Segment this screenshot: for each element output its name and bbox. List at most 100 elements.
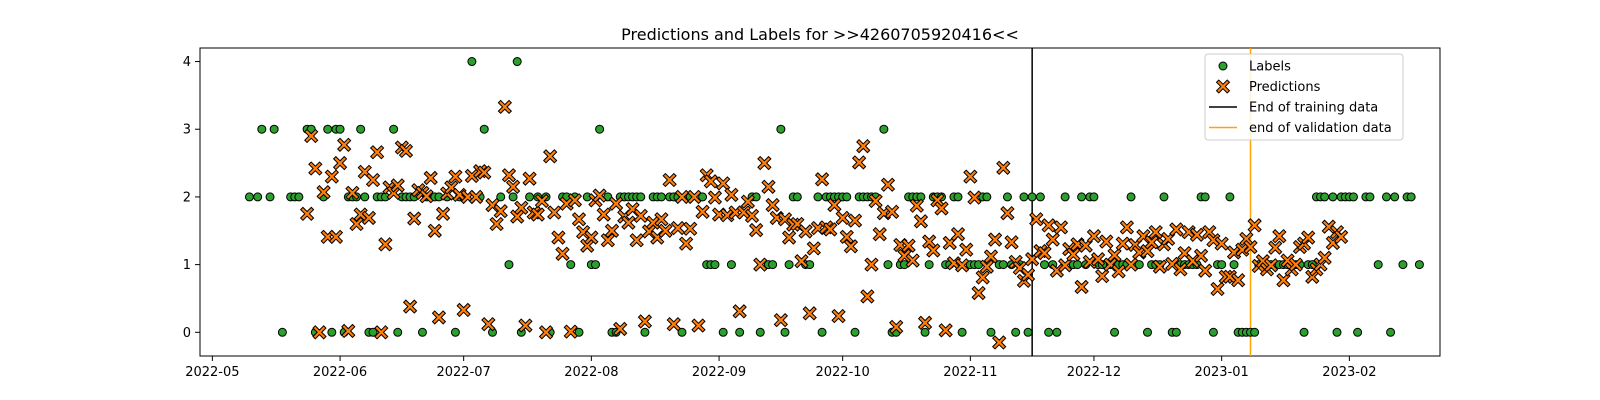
prediction-point xyxy=(345,185,360,201)
prediction-point xyxy=(827,197,842,213)
prediction-point xyxy=(600,233,616,248)
prediction-point xyxy=(691,318,706,333)
prediction-point xyxy=(402,299,418,314)
prediction-point xyxy=(987,232,1003,247)
label-point xyxy=(265,192,275,202)
prediction-point xyxy=(534,193,550,209)
prediction-point xyxy=(514,200,529,215)
label-point xyxy=(417,327,427,337)
prediction-point xyxy=(328,229,344,245)
label-point xyxy=(525,192,535,202)
prediction-point xyxy=(1090,252,1106,267)
label-point xyxy=(1126,192,1136,202)
prediction-point xyxy=(950,226,966,242)
label-point xyxy=(636,192,646,202)
prediction-point xyxy=(386,185,401,201)
label-point xyxy=(512,57,522,67)
prediction-point xyxy=(860,289,875,304)
prediction-point xyxy=(884,204,900,219)
prediction-point xyxy=(1202,224,1217,240)
prediction-point xyxy=(1255,254,1271,269)
prediction-point xyxy=(1276,273,1291,288)
prediction-point xyxy=(316,185,331,200)
prediction-point xyxy=(1198,263,1213,278)
prediction-point xyxy=(1239,231,1254,247)
prediction-point xyxy=(1301,230,1316,245)
legend: Labels Predictions End of training data end… xyxy=(1204,53,1404,141)
prediction-point xyxy=(493,203,508,219)
prediction-point xyxy=(522,171,537,186)
prediction-point xyxy=(596,207,611,222)
label-point xyxy=(595,124,605,134)
prediction-point xyxy=(563,324,578,339)
prediction-point xyxy=(337,137,352,152)
prediction-point xyxy=(748,222,764,238)
prediction-point xyxy=(448,169,463,184)
label-point xyxy=(389,124,399,134)
prediction-point xyxy=(654,212,669,227)
label-point xyxy=(590,260,600,270)
label-point xyxy=(982,192,992,202)
label-point xyxy=(1011,327,1021,337)
label-point xyxy=(368,327,378,337)
prediction-point xyxy=(687,189,702,205)
prediction-point xyxy=(678,236,694,251)
prediction-point xyxy=(831,308,846,324)
prediction-point xyxy=(629,233,644,248)
label-point xyxy=(776,124,786,134)
prediction-point xyxy=(645,215,661,230)
prediction-point xyxy=(398,143,414,159)
label-point xyxy=(1348,192,1358,202)
prediction-point xyxy=(1144,235,1159,250)
prediction-point xyxy=(880,177,896,192)
prediction-point xyxy=(1127,237,1143,253)
prediction-point xyxy=(1152,259,1168,274)
label-point xyxy=(710,260,720,270)
prediction-point xyxy=(551,230,566,245)
label-point xyxy=(1200,192,1210,202)
label-point xyxy=(1299,327,1309,337)
prediction-point xyxy=(608,196,624,211)
prediction-point xyxy=(794,254,809,269)
prediction-point xyxy=(926,243,941,258)
prediction-point xyxy=(299,206,315,222)
prediction-point xyxy=(1247,218,1262,233)
x-axis: 2022-05 2022-06 2022-07 2022-08 2022-09 2022-… xyxy=(185,356,1377,380)
prediction-point xyxy=(571,212,587,227)
prediction-point xyxy=(604,223,620,238)
prediction-point xyxy=(1000,205,1015,221)
prediction-point xyxy=(1041,218,1056,233)
chart-title: Predictions and Labels for >>42607059204… xyxy=(621,25,1019,44)
prediction-point xyxy=(341,323,356,339)
prediction-point xyxy=(304,128,319,144)
label-point xyxy=(496,192,506,202)
prediction-point xyxy=(666,317,681,332)
label-point xyxy=(1398,260,1408,270)
label-point xyxy=(1229,260,1239,270)
prediction-point xyxy=(670,220,686,236)
prediction-point xyxy=(1193,248,1209,263)
prediction-point xyxy=(856,138,871,154)
prediction-point xyxy=(753,257,768,272)
prediction-point xyxy=(1305,269,1320,284)
prediction-point xyxy=(542,149,558,164)
prediction-point xyxy=(419,189,434,204)
prediction-point xyxy=(464,168,480,184)
label-point xyxy=(842,192,852,202)
prediction-point xyxy=(1004,235,1019,250)
prediction-point xyxy=(584,230,599,245)
label-point xyxy=(883,260,893,270)
prediction-point xyxy=(975,270,990,285)
label-point xyxy=(1390,192,1400,202)
label-point xyxy=(356,124,366,134)
prediction-point xyxy=(736,205,751,220)
prediction-point xyxy=(1053,220,1069,235)
label-point xyxy=(998,260,1008,270)
prediction-point xyxy=(1123,257,1139,272)
x-tick-label: 2023-02 xyxy=(1322,365,1376,380)
label-point xyxy=(792,192,802,202)
prediction-point xyxy=(505,179,521,194)
prediction-point xyxy=(1045,232,1060,247)
label-point xyxy=(1159,192,1169,202)
prediction-point xyxy=(324,169,339,184)
